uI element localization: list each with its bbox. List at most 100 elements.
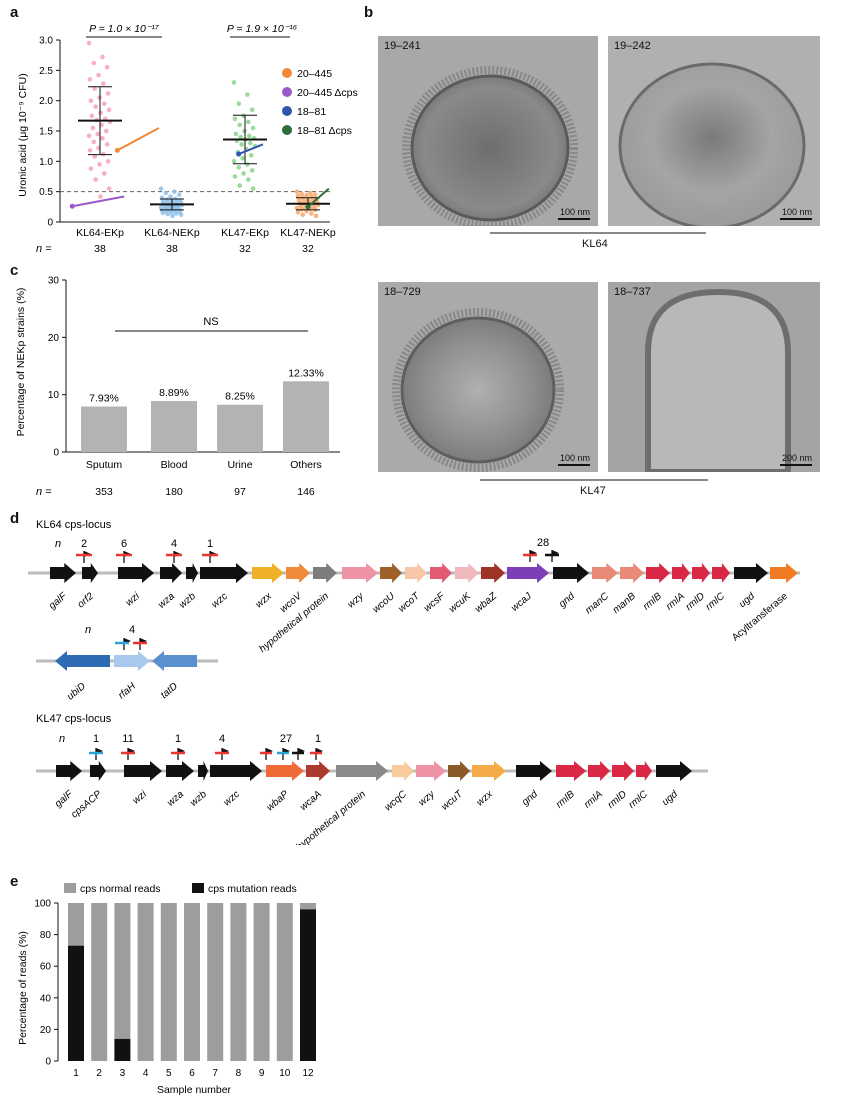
data-point	[299, 191, 305, 197]
strain-tag: 18–729	[384, 286, 421, 298]
cell-image	[608, 36, 820, 226]
legend-marker	[282, 106, 292, 116]
gene-arrow	[620, 563, 644, 583]
x-tick-label: 10	[279, 1068, 291, 1079]
data-point	[160, 210, 166, 216]
data-point	[176, 192, 182, 197]
y-tick-label: 100	[34, 899, 51, 910]
gene-label: rmlA	[664, 591, 687, 613]
data-point	[231, 80, 237, 85]
panel-label-d: d	[10, 510, 20, 527]
gene-label: rmlA	[582, 789, 605, 811]
x-tick-label: 8	[236, 1068, 242, 1079]
gene-label: rmlC	[627, 788, 651, 810]
group-label-kl47: KL47	[580, 485, 606, 497]
data-point	[106, 186, 112, 191]
gene-label: wcqC	[383, 788, 410, 813]
gene-label: galF	[53, 788, 76, 810]
data-point	[106, 107, 112, 113]
bar-normal	[230, 903, 247, 1061]
bar-value-label: 7.93%	[89, 393, 119, 405]
data-point	[309, 211, 314, 216]
data-point	[95, 131, 100, 137]
gene-arrow	[380, 563, 402, 583]
data-point	[231, 159, 237, 164]
gene-label: wcaJ	[509, 590, 534, 614]
gene-label: rmlD	[606, 789, 629, 811]
x-tick-label: 1	[73, 1068, 79, 1079]
x-tick-label: 2	[96, 1068, 102, 1079]
data-point	[249, 168, 255, 173]
gene-arrow	[656, 761, 692, 781]
data-point	[299, 206, 305, 212]
bar-normal	[184, 903, 200, 1061]
x-tick-label: Sputum	[86, 459, 122, 471]
gene-label: ugd	[737, 591, 757, 610]
n-label: n =	[36, 486, 52, 498]
gene-label: wcsF	[422, 590, 448, 614]
gene-label: manC	[583, 590, 611, 616]
gene-arrow	[266, 761, 304, 781]
data-point	[103, 128, 109, 134]
x-tick-label: 3	[120, 1068, 126, 1079]
x-tick-label: KL64-EKp	[76, 227, 124, 239]
data-point	[247, 140, 253, 146]
micrograph-18-737: 18–737 200 nm	[608, 282, 820, 472]
gene-arrow	[186, 563, 198, 583]
gene-arrow	[770, 563, 798, 583]
connector-dot	[305, 204, 311, 210]
bar-normal	[68, 903, 84, 946]
bar	[217, 404, 263, 452]
y-tick-label: 20	[40, 1025, 52, 1036]
gene-label: wbaP	[265, 789, 291, 814]
gene-arrow	[160, 563, 182, 583]
gene-arrow	[152, 651, 197, 671]
gene-arrow	[114, 651, 150, 671]
n-label: n	[55, 538, 61, 550]
mutation-count: 28	[537, 537, 549, 549]
n-value: 32	[239, 243, 251, 255]
gene-arrow	[588, 761, 610, 781]
gene-label: orf2	[76, 591, 97, 611]
gene-arrow	[56, 761, 82, 781]
gene-arrow	[200, 563, 248, 583]
nekp-percentage-chart: Percentage of NEKp strains (%) 0 10 20 30 7…	[15, 276, 340, 498]
data-point	[88, 98, 94, 103]
data-point	[237, 122, 243, 128]
mutation-count: 1	[175, 733, 181, 745]
n-value: 353	[95, 486, 113, 498]
bar-normal	[160, 903, 177, 1061]
p-value-2: P = 1.9 × 10⁻¹⁶	[227, 23, 298, 35]
data-point	[304, 193, 309, 198]
mutation-count: 2	[81, 538, 87, 550]
gene-label: rmlC	[704, 590, 728, 612]
data-point	[238, 134, 243, 140]
legend-label: 20–445 Δcps	[297, 87, 358, 99]
gene-arrow	[82, 563, 98, 583]
gene-arrow	[692, 563, 710, 583]
gene-arrow	[553, 563, 589, 583]
data-point	[105, 159, 111, 164]
panel-label-b: b	[364, 4, 374, 21]
y-tick-label: 0	[45, 1057, 51, 1068]
gene-label: rmlB	[554, 789, 577, 811]
n-label: n	[59, 733, 65, 745]
n-value: 38	[94, 243, 106, 255]
gene-arrow	[646, 563, 670, 583]
legend-label: cps normal reads	[80, 883, 161, 895]
y-tick-label: 30	[48, 276, 60, 287]
gene-label: wzy	[346, 590, 367, 610]
data-point	[93, 177, 98, 182]
y-tick-label: 0	[53, 448, 59, 459]
gene-arrow	[516, 761, 552, 781]
data-point	[92, 154, 98, 159]
data-point	[101, 81, 106, 86]
data-point	[246, 119, 251, 125]
data-point	[172, 189, 177, 194]
cell-image	[378, 282, 598, 472]
bar-mutation	[114, 1038, 131, 1061]
gene-label: wzc	[222, 789, 242, 809]
x-tick-label: 5	[166, 1068, 172, 1079]
gene-arrow	[118, 563, 154, 583]
gene-arrow	[252, 563, 284, 583]
